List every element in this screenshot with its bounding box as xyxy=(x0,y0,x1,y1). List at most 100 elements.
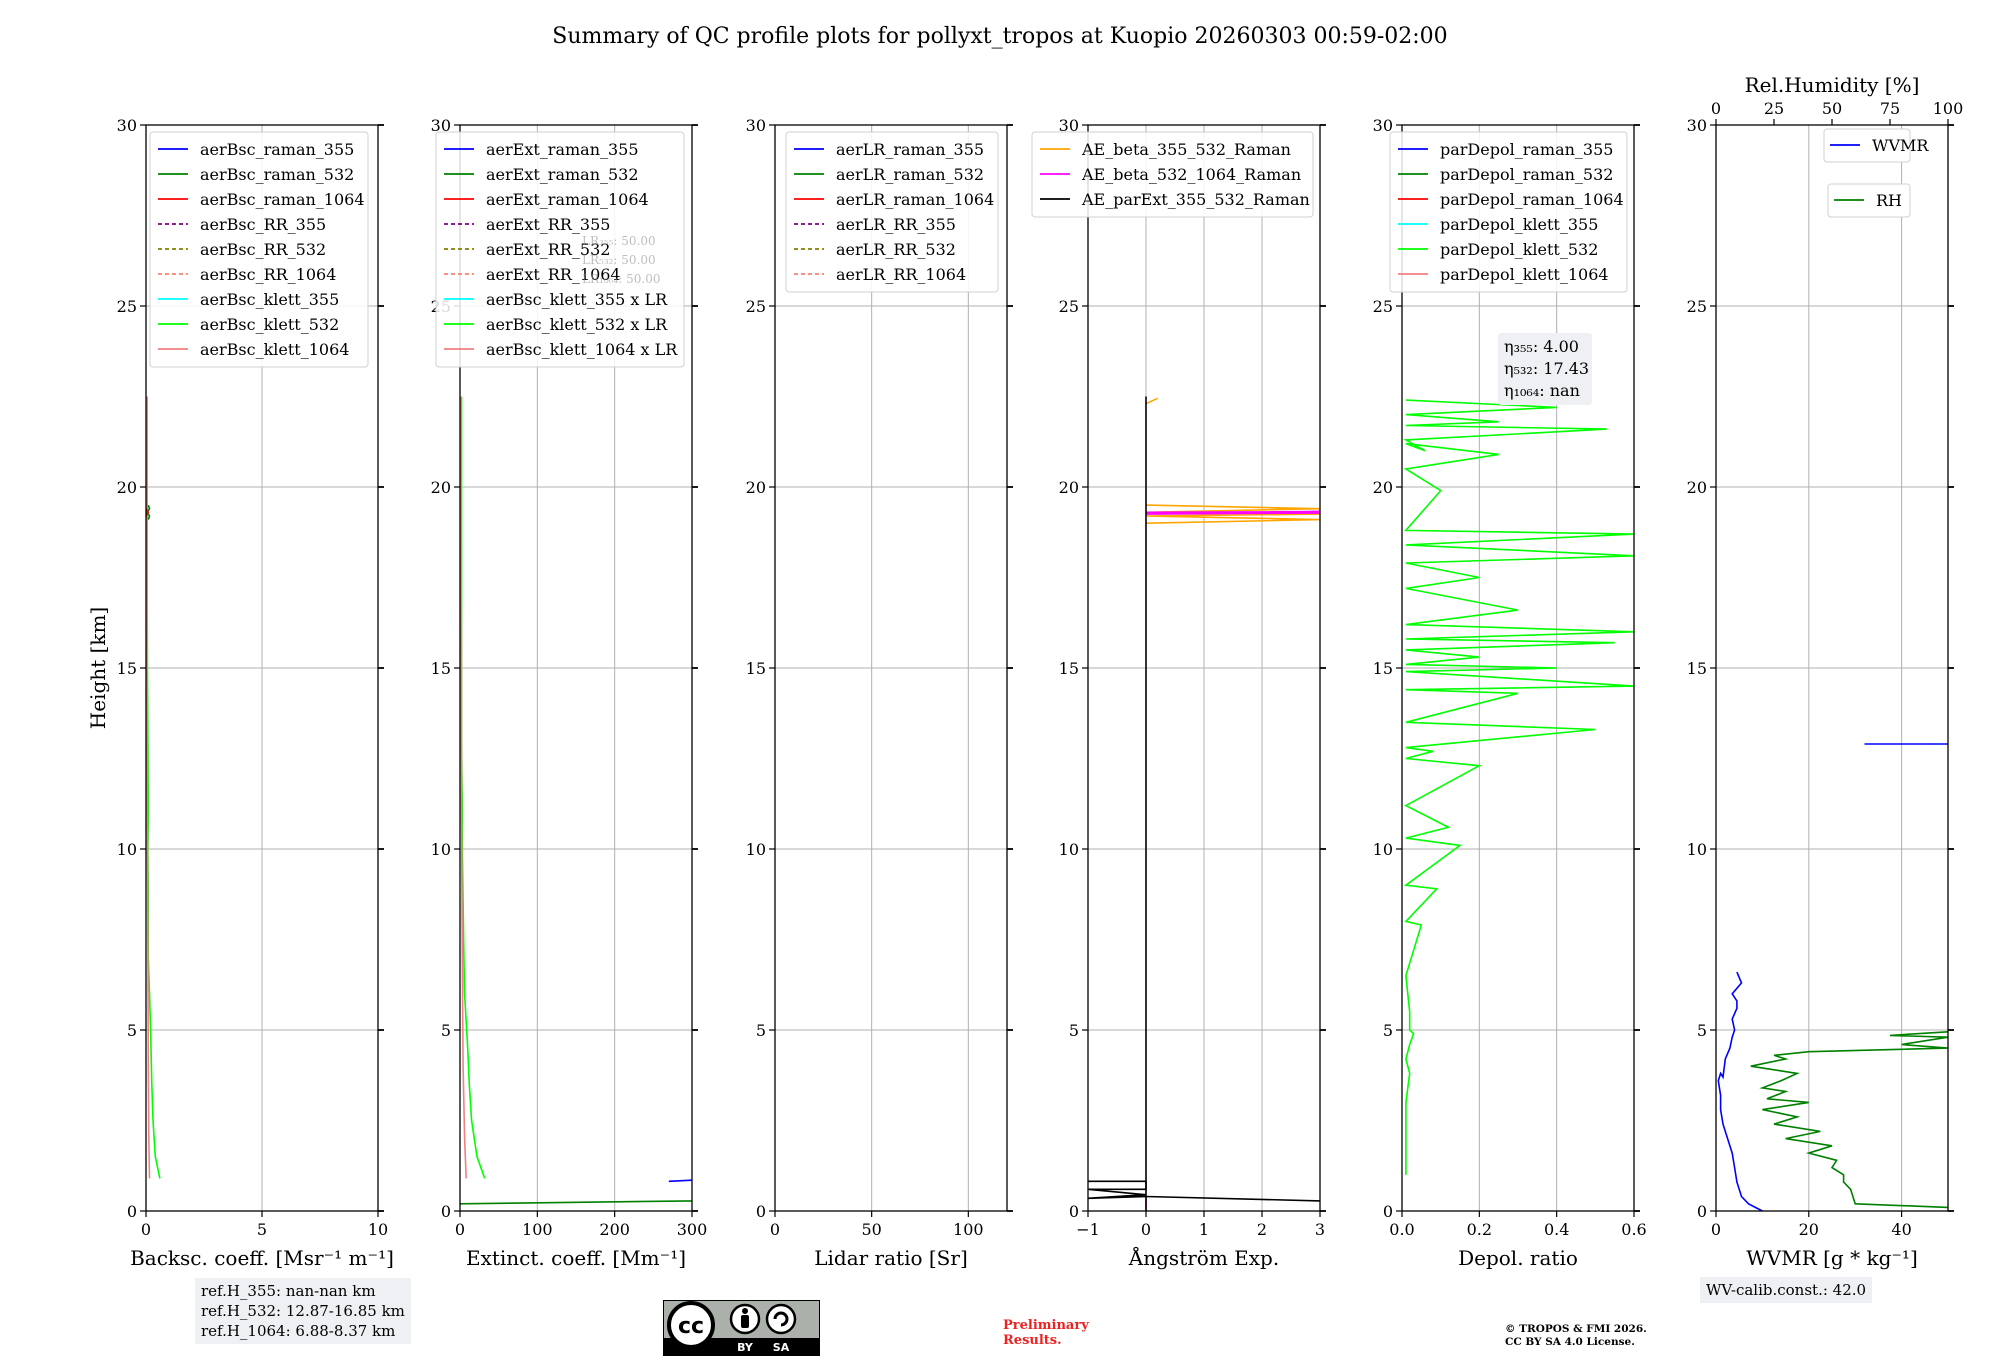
x-axis-label: Depol. ratio xyxy=(1458,1246,1578,1270)
series-line-aerBsc-klett-532-x-LR xyxy=(460,396,486,1179)
prelim-line-1: Preliminary xyxy=(1003,1318,1089,1333)
y-tick-label: 5 xyxy=(756,1021,766,1040)
x-tick-label: 20 xyxy=(1799,1220,1819,1239)
cc-logo-icon xyxy=(667,1301,715,1349)
legend-label: aerBsc_klett_1064 x LR xyxy=(486,340,678,359)
legend-label: AE_beta_355_532_Raman xyxy=(1081,140,1291,159)
legend-label: aerLR_raman_1064 xyxy=(836,190,994,209)
legend-box xyxy=(435,131,685,368)
series-line-aerBsc-klett-532 xyxy=(146,396,161,1179)
y-tick-label: 15 xyxy=(117,659,137,678)
series-line-RH xyxy=(1750,1031,1949,1209)
y-tick-label: 5 xyxy=(1383,1021,1393,1040)
y-tick-label: 25 xyxy=(1373,297,1393,316)
x-tick-label: 0.2 xyxy=(1467,1220,1492,1239)
legend-label: RH xyxy=(1876,191,1902,210)
legend-label: aerBsc_raman_355 xyxy=(200,140,354,159)
y-tick-label: 25 xyxy=(1687,297,1707,316)
y-tick-label: 10 xyxy=(746,840,766,859)
x-tick-label: 0 xyxy=(770,1220,780,1239)
legend-label: AE_parExt_355_532_Raman xyxy=(1081,190,1310,209)
copyright-line-1: © TROPOS & FMI 2026. xyxy=(1505,1323,1647,1335)
y-tick-label: 20 xyxy=(1687,478,1707,497)
legend-box xyxy=(1823,128,1911,163)
legend-label: aerBsc_klett_1064 xyxy=(200,340,349,359)
y-tick-label: 30 xyxy=(1687,116,1707,135)
top-x-tick-label: 100 xyxy=(1933,99,1964,118)
series-line-AE-beta-355-532-Raman xyxy=(1145,397,1158,405)
legend-label: aerExt_RR_1064 xyxy=(486,265,621,284)
by-head-icon xyxy=(742,1308,748,1314)
y-tick-label: 10 xyxy=(1059,840,1079,859)
legend-label: aerLR_RR_532 xyxy=(836,240,956,259)
y-tick-label: 20 xyxy=(431,478,451,497)
y-tick-label: 0 xyxy=(1069,1202,1079,1221)
x-tick-label: 3 xyxy=(1315,1220,1325,1239)
annotation-text: η₁₀₆₄: nan xyxy=(1504,381,1580,400)
annotation-text: η₅₃₂: 17.43 xyxy=(1504,359,1589,378)
top-x-tick-label: 75 xyxy=(1880,99,1900,118)
x-tick-label: −1 xyxy=(1076,1220,1100,1239)
figure-title: Summary of QC profile plots for pollyxt_… xyxy=(552,24,1447,49)
legend-label: aerExt_RR_532 xyxy=(486,240,610,259)
series-line-aerBsc-raman-1064 xyxy=(145,508,150,517)
legend-box xyxy=(1827,183,1911,218)
x-tick-label: 2 xyxy=(1257,1220,1267,1239)
x-tick-label: 10 xyxy=(368,1220,388,1239)
legend-label: aerBsc_raman_1064 xyxy=(200,190,365,209)
sa-share-alike-icon xyxy=(765,1303,797,1335)
y-tick-label: 30 xyxy=(1373,116,1393,135)
y-tick-label: 30 xyxy=(431,116,451,135)
legend-label: aerExt_RR_355 xyxy=(486,215,610,234)
x-tick-label: 0.0 xyxy=(1389,1220,1414,1239)
x-tick-label: 0.4 xyxy=(1544,1220,1569,1239)
x-tick-label: 100 xyxy=(953,1220,984,1239)
series-line-aerBsc-raman-532 xyxy=(146,504,151,520)
y-tick-label: 30 xyxy=(117,116,137,135)
legend-box xyxy=(1389,131,1628,293)
x-tick-label: 5 xyxy=(257,1220,267,1239)
y-tick-label: 0 xyxy=(441,1202,451,1221)
series-line-WVMR xyxy=(1717,971,1763,1212)
refh-355: ref.H_355: nan-nan km xyxy=(201,1282,376,1300)
legend-label: aerLR_RR_355 xyxy=(836,215,956,234)
x-tick-label: 1 xyxy=(1199,1220,1209,1239)
y-tick-label: 20 xyxy=(117,478,137,497)
refh-532: ref.H_532: 12.87-16.85 km xyxy=(201,1302,405,1320)
copyright-note: © TROPOS & FMI 2026. CC BY SA 4.0 Licens… xyxy=(1505,1323,1647,1349)
y-tick-label: 0 xyxy=(1383,1202,1393,1221)
y-tick-label: 30 xyxy=(1059,116,1079,135)
prelim-line-2: Results. xyxy=(1003,1333,1062,1348)
x-tick-label: 300 xyxy=(677,1220,708,1239)
top-x-tick-label: 25 xyxy=(1764,99,1784,118)
annotation-text: LR₃₅₅: 50.00 xyxy=(582,234,656,248)
y-tick-label: 15 xyxy=(1059,659,1079,678)
series-line-aerExt-raman-532 xyxy=(459,1200,693,1205)
x-tick-label: 0 xyxy=(141,1220,151,1239)
legend-label: parDepol_raman_355 xyxy=(1440,140,1613,159)
top-axis-label: Rel.Humidity [%] xyxy=(1745,73,1920,97)
top-x-tick-label: 50 xyxy=(1822,99,1842,118)
series-line-AE-beta-532-1064-Raman xyxy=(1145,510,1321,515)
cc-sa-label: SA xyxy=(773,1341,790,1354)
y-tick-label: 20 xyxy=(1373,478,1393,497)
y-axis-label: Height [km] xyxy=(86,607,110,729)
wv-calib-const: WV-calib.const.: 42.0 xyxy=(1706,1281,1867,1299)
y-tick-label: 10 xyxy=(431,840,451,859)
series-line-aerBsc-klett-1064 xyxy=(146,396,151,1179)
annotation-box xyxy=(1498,333,1592,405)
y-tick-label: 5 xyxy=(1697,1021,1707,1040)
x-tick-label: 0 xyxy=(1711,1220,1721,1239)
x-axis-label: Ångström Exp. xyxy=(1128,1245,1279,1270)
y-tick-label: 0 xyxy=(1697,1202,1707,1221)
x-axis-label: Lidar ratio [Sr] xyxy=(814,1246,968,1270)
y-tick-label: 0 xyxy=(127,1202,137,1221)
x-tick-label: 0.6 xyxy=(1621,1220,1646,1239)
chart-bsc: 0 5 10 15 20 25 30 0 5 10 Backsc. coeff. [Msr⁻¹ m⁻… xyxy=(86,116,394,1270)
legend-label: parDepol_klett_532 xyxy=(1440,240,1598,259)
refh-1064: ref.H_1064: 6.88-8.37 km xyxy=(201,1322,396,1340)
legend-box xyxy=(785,131,999,293)
legend-label: parDepol_raman_1064 xyxy=(1440,190,1624,209)
legend-label: aerBsc_RR_1064 xyxy=(200,265,336,284)
